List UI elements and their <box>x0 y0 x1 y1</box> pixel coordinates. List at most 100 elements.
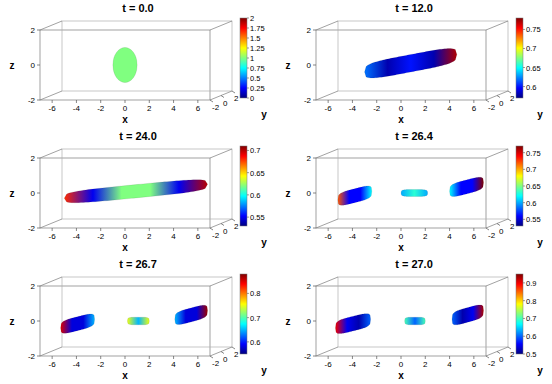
z-tick-label: -2 <box>28 224 36 233</box>
x-tick-label: -2 <box>97 360 105 369</box>
colorbar-tick <box>523 169 525 170</box>
box-front <box>40 158 210 228</box>
z-tick-label: 2 <box>31 154 36 163</box>
panel-title: t = 26.7 <box>119 258 157 270</box>
y-tick-label: 2 <box>510 350 515 359</box>
axes-box <box>40 149 232 228</box>
colorbar-tick <box>247 48 249 49</box>
colorbar-tick-label: 0.6 <box>526 332 536 341</box>
box-edge <box>210 91 232 100</box>
colorbar-tick <box>523 67 525 68</box>
x-tick-label: -4 <box>73 104 81 113</box>
colorbar-tick <box>247 28 249 29</box>
axes-box <box>316 277 508 356</box>
colorbar-tick-label: 1.75 <box>250 24 265 33</box>
z-tick-label: -2 <box>28 96 36 105</box>
colorbar-tick-label: 0.55 <box>250 213 265 222</box>
x-tick <box>352 356 353 359</box>
colorbar-tick-label: 0.6 <box>526 83 536 92</box>
box-edge <box>316 91 338 100</box>
drop <box>335 314 370 334</box>
x-tick <box>52 228 53 231</box>
x-tick-label: -4 <box>73 232 81 241</box>
z-tick <box>313 158 316 159</box>
x-tick-label: 0 <box>123 232 128 241</box>
box-edge <box>316 219 338 228</box>
colorbar-tick-label: 0.8 <box>526 297 536 306</box>
colorbar-tick-label: 0 <box>250 94 254 103</box>
x-tick-label: 4 <box>447 104 452 113</box>
z-tick-label: 2 <box>307 26 312 35</box>
z-tick-label: 2 <box>31 26 36 35</box>
drop <box>338 186 372 205</box>
x-tick <box>100 228 101 231</box>
z-tick <box>37 30 40 31</box>
z-axis-label: z <box>286 60 291 71</box>
x-tick-label: 2 <box>147 360 152 369</box>
x-tick <box>425 356 426 359</box>
drops <box>64 180 207 203</box>
z-tick <box>313 65 316 66</box>
box-edge <box>486 149 508 158</box>
y-tick-label: 0 <box>223 355 228 364</box>
z-tick-label: -2 <box>304 96 312 105</box>
z-tick-label: 0 <box>31 317 36 326</box>
colorbar-tick <box>523 29 525 30</box>
colorbar-tick <box>523 219 525 220</box>
z-tick-label: 0 <box>31 189 36 198</box>
panel: t = 26.4-6-4-20246x-202z-202y0.550.60.65… <box>286 130 544 253</box>
box-edge <box>316 21 338 30</box>
y-tick <box>486 100 489 102</box>
y-tick-label: 2 <box>510 94 515 103</box>
x-tick-label: 6 <box>472 104 477 113</box>
z-tick-label: 2 <box>31 282 36 291</box>
x-tick-label: -6 <box>325 104 333 113</box>
y-tick <box>232 347 235 349</box>
colorbar-tick-label: 0.6 <box>250 191 260 200</box>
colorbar-tick <box>247 194 249 195</box>
x-tick-label: 4 <box>171 104 176 113</box>
y-tick-label: 0 <box>499 355 504 364</box>
box-edge <box>210 21 232 30</box>
box-back <box>338 21 508 91</box>
x-axis-label: x <box>122 114 128 125</box>
drops <box>338 177 484 205</box>
x-tick-label: -4 <box>73 360 81 369</box>
y-tick <box>210 356 213 358</box>
colorbar-tick <box>523 202 525 203</box>
z-tick <box>37 356 40 357</box>
y-tick <box>508 91 511 93</box>
box-front <box>316 286 486 356</box>
x-tick <box>100 356 101 359</box>
y-tick-label: 2 <box>234 94 239 103</box>
box-back <box>338 149 508 219</box>
z-tick <box>313 356 316 357</box>
panel: t = 24.0-6-4-20246x-202z-202y0.550.60.65… <box>10 130 268 253</box>
z-axis-label: z <box>10 60 15 71</box>
y-tick <box>486 228 489 230</box>
z-tick <box>37 286 40 287</box>
x-tick-label: 6 <box>472 232 477 241</box>
z-tick <box>313 100 316 101</box>
z-axis-label: z <box>10 316 15 327</box>
x-tick <box>149 100 150 103</box>
colorbar-tick-label: 1.25 <box>250 44 265 53</box>
y-tick-label: 0 <box>223 99 228 108</box>
x-tick <box>125 100 126 103</box>
y-tick-label: -2 <box>212 231 220 240</box>
x-tick <box>100 100 101 103</box>
x-tick <box>401 356 402 359</box>
x-tick <box>173 356 174 359</box>
x-tick <box>76 228 77 231</box>
z-tick-label: 0 <box>307 189 312 198</box>
colorbar-tick <box>247 341 249 342</box>
box-edge <box>210 219 232 228</box>
box-back <box>338 277 508 347</box>
x-tick-label: -6 <box>325 360 333 369</box>
x-tick <box>473 228 474 231</box>
colorbar-tick <box>247 98 249 99</box>
drop <box>127 317 149 325</box>
x-tick-label: 4 <box>171 232 176 241</box>
z-tick-label: 0 <box>31 61 36 70</box>
colorbar-tick-label: 0.75 <box>526 149 541 158</box>
